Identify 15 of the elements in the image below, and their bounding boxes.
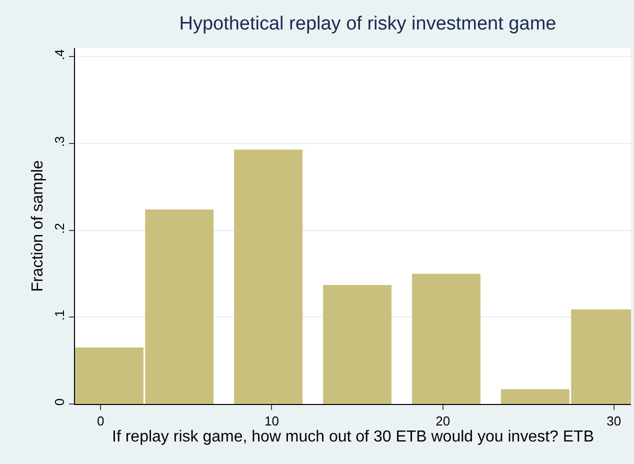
x-tick-label: 0 <box>97 414 104 429</box>
x-axis-title: If replay risk game, how much out of 30 ETB would you invest? ETB <box>112 428 594 446</box>
y-axis-title: Fraction of sample <box>30 160 47 292</box>
y-tick-label: .3 <box>52 136 67 147</box>
y-tick-label: .1 <box>52 310 67 321</box>
bar <box>412 274 480 404</box>
bar <box>323 285 392 404</box>
y-tick-label: .2 <box>52 222 67 234</box>
y-tick-label: 0 <box>52 398 67 406</box>
chart-title: Hypothetical replay of risky investment game <box>179 14 556 35</box>
x-tick-label: 10 <box>264 414 279 429</box>
x-tick-label: 20 <box>436 414 450 429</box>
x-tick-label: 30 <box>606 414 622 429</box>
bar <box>234 150 303 404</box>
y-tick-label: .4 <box>52 49 67 60</box>
